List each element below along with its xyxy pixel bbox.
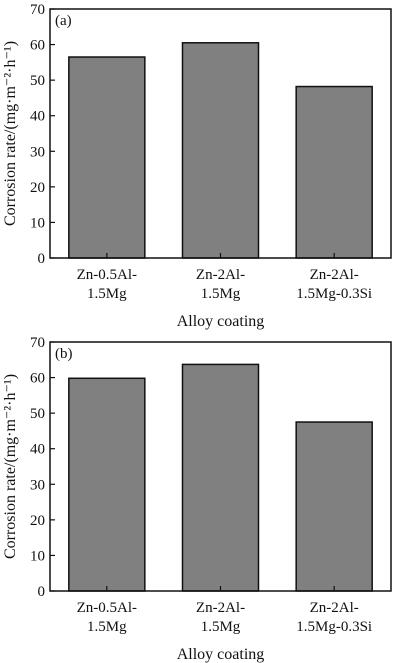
- y-axis-title: Corrosion rate/(mg·m⁻²·h⁻¹): [2, 374, 19, 559]
- y-tick-label: 0: [38, 251, 46, 267]
- panel-label: (b): [55, 346, 73, 362]
- x-axis-title: Alloy coating: [177, 646, 265, 663]
- x-tick-label: Zn-2Al-: [196, 600, 245, 616]
- bar-0: [68, 377, 146, 592]
- y-tick-label: 10: [30, 548, 45, 564]
- bar-1: [181, 363, 260, 592]
- panel-label: (a): [55, 13, 72, 29]
- y-tick-label: 50: [30, 406, 45, 422]
- x-axis-title: Alloy coating: [177, 313, 265, 330]
- chart-panel-0: 0 10 20 30 40 50 60 70 Zn-0.5Al- 1.5Mg Zn-2Al- 1.5M…: [2, 2, 392, 330]
- y-tick-label: 30: [30, 477, 45, 493]
- y-tick-label: 0: [38, 584, 46, 600]
- y-tick-label: 40: [30, 442, 45, 458]
- x-tick-label: 1.5Mg: [87, 286, 127, 302]
- bar-2: [295, 85, 373, 259]
- x-tick-label: 1.5Mg: [87, 619, 127, 635]
- y-tick-label: 20: [30, 513, 45, 529]
- y-tick-label: 30: [30, 144, 45, 160]
- x-tick-label: Zn-2Al-: [310, 600, 359, 616]
- x-tick-label: Zn-0.5Al-: [77, 267, 137, 283]
- y-tick-label: 50: [30, 73, 45, 89]
- bar-1: [181, 42, 260, 259]
- y-tick-label: 70: [30, 2, 45, 18]
- y-axis-title: Corrosion rate/(mg·m⁻²·h⁻¹): [2, 41, 19, 226]
- x-tick-label: Zn-2Al-: [196, 267, 245, 283]
- chart-panel-1: 0 10 20 30 40 50 60 70 Zn-0.5Al- 1.5Mg Zn-2Al- 1.5M…: [2, 335, 392, 663]
- x-tick-label: 1.5Mg-0.3Si: [296, 286, 372, 302]
- x-tick-label: Zn-2Al-: [310, 267, 359, 283]
- x-tick-label: 1.5Mg-0.3Si: [296, 619, 372, 635]
- x-tick-label: 1.5Mg: [201, 619, 241, 635]
- bar-2: [295, 421, 373, 592]
- y-tick-label: 20: [30, 180, 45, 196]
- y-tick-label: 70: [30, 335, 45, 351]
- y-tick-label: 10: [30, 215, 45, 231]
- bar-0: [68, 56, 146, 259]
- y-tick-label: 60: [30, 38, 45, 54]
- x-tick-label: Zn-0.5Al-: [77, 600, 137, 616]
- y-tick-label: 40: [30, 109, 45, 125]
- x-tick-label: 1.5Mg: [201, 286, 241, 302]
- y-tick-label: 60: [30, 371, 45, 387]
